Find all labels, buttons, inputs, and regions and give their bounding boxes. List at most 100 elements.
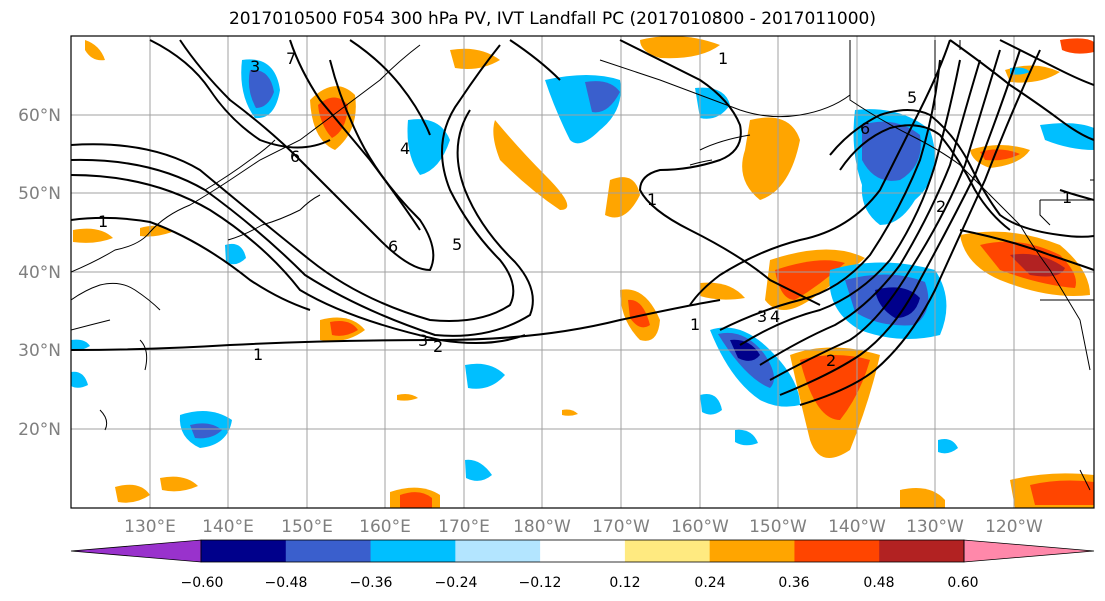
map-title: 2017010500 F054 300 hPa PV, IVT Landfall… (228, 9, 876, 29)
positive-anomaly-patch (140, 225, 172, 237)
lon-label: 130°E (124, 517, 176, 537)
negative-anomaly-patch (938, 439, 958, 454)
positive-anomaly-patch (85, 40, 105, 61)
colorbar (70, 539, 1095, 563)
colorbar-extend-min (70, 539, 202, 563)
contour-label: 1 (690, 315, 700, 334)
positive-anomaly-patch (775, 260, 845, 300)
positive-anomaly-patch (1010, 253, 1065, 277)
lon-label: 140°W (828, 517, 886, 537)
contour-label: 4 (400, 139, 410, 158)
negative-anomaly-patch (71, 371, 88, 388)
contour-label: 2 (433, 337, 443, 356)
colorbar-segment (794, 540, 880, 562)
lat-label: 20°N (18, 420, 61, 440)
coastlines (71, 40, 1094, 491)
contour-label: 5 (907, 88, 917, 107)
positive-anomaly-patch (115, 484, 150, 503)
positive-anomaly-patch (900, 487, 945, 508)
lon-label: 160°E (359, 517, 411, 537)
positive-anomaly-patch (400, 492, 432, 508)
positive-anomaly-patch (493, 120, 568, 210)
contour-label: 3 (757, 307, 767, 326)
positive-anomaly-patch (562, 409, 578, 416)
positive-anomaly-patch (700, 282, 745, 300)
lon-label: 170°W (592, 517, 650, 537)
contour-label: 4 (770, 307, 780, 326)
contour-label: 6 (388, 237, 398, 256)
colorbar-segment (709, 540, 795, 562)
colorbar-tick-labels: −0.60 −0.48 −0.36 −0.24 −0.12 0.12 0.24 … (181, 575, 979, 591)
negative-anomaly-patch (735, 429, 758, 446)
negative-anomaly-patch (1010, 67, 1030, 75)
contour-label: 5 (452, 235, 462, 254)
colorbar-segment (540, 540, 626, 562)
positive-anomaly-patch (160, 476, 198, 492)
contour-label: 1 (253, 345, 263, 364)
positive-anomaly-patch (450, 48, 500, 69)
lat-label: 60°N (18, 106, 61, 126)
colorbar-tick-label: −0.48 (265, 575, 308, 591)
lon-label: 150°E (281, 517, 333, 537)
contour-labels: 1 1 1 2 3 3 4 5 6 6 7 1 1 2 3 4 5 6 2 1 (98, 49, 1072, 370)
positive-anomaly-patch (800, 355, 870, 420)
contour-label: 1 (1062, 188, 1072, 207)
positive-anomaly-patch (397, 394, 418, 401)
contour-label: 2 (936, 197, 946, 216)
colorbar-outline (200, 539, 965, 563)
negative-anomaly-patch (71, 339, 90, 351)
lon-label: 130°W (906, 517, 964, 537)
negative-anomaly-patch (875, 287, 920, 318)
negative-anomaly-patch (407, 119, 450, 175)
positive-anomaly-patch (73, 228, 113, 243)
colorbar-segment (201, 540, 287, 562)
ivt-shading (71, 36, 1094, 508)
negative-anomaly-patch (1040, 123, 1094, 150)
positive-anomaly-patch (1060, 38, 1094, 54)
lon-label: 120°W (985, 517, 1043, 537)
latitude-labels: 60°N 50°N 40°N 30°N 20°N (18, 106, 61, 440)
contour-label: 1 (647, 190, 657, 209)
negative-anomaly-patch (225, 243, 246, 265)
negative-anomaly-patch (248, 69, 274, 108)
colorbar-tick-label: −0.12 (519, 575, 562, 591)
contour-label: 1 (98, 212, 108, 231)
colorbar-tick-label: 0.60 (947, 575, 978, 591)
contour-label: 6 (860, 119, 870, 138)
map-frame (70, 35, 1095, 509)
contour-label: 6 (290, 147, 300, 166)
colorbar-tick-label: 0.48 (863, 575, 894, 591)
lon-label: 150°W (749, 517, 807, 537)
longitude-labels: 130°E 140°E 150°E 160°E 170°E 180°W 170°… (124, 517, 1043, 537)
colorbar-segment (370, 540, 456, 562)
colorbar-tick-label: 0.12 (609, 575, 640, 591)
lon-label: 160°W (671, 517, 729, 537)
lon-label: 180°W (513, 517, 571, 537)
colorbar-tick-label: −0.60 (181, 575, 224, 591)
lon-label: 140°E (202, 517, 254, 537)
colorbar-extend-max (963, 539, 1095, 563)
contour-label: 3 (418, 331, 428, 350)
contour-label: 7 (286, 49, 296, 68)
colorbar-tick-label: 0.36 (778, 575, 809, 591)
colorbar-tick-label: 0.24 (694, 575, 725, 591)
contour-label: 2 (826, 351, 836, 370)
positive-anomaly-patch (605, 177, 640, 218)
positive-anomaly-patch (980, 149, 1020, 161)
positive-anomaly-patch (1030, 480, 1094, 505)
lon-label: 170°E (438, 517, 490, 537)
contour-label: 1 (718, 49, 728, 68)
lat-label: 40°N (18, 263, 61, 283)
colorbar-segment (879, 540, 965, 562)
negative-anomaly-patch (465, 363, 505, 389)
negative-anomaly-patch (465, 459, 492, 481)
negative-anomaly-patch (190, 423, 222, 439)
negative-anomaly-patch (585, 81, 620, 113)
colorbar-tick-label: −0.36 (350, 575, 393, 591)
pc-contours (71, 39, 1094, 406)
lat-label: 50°N (18, 184, 61, 204)
colorbar-segment (455, 540, 541, 562)
negative-anomaly-patch (700, 394, 722, 415)
lat-label: 30°N (18, 341, 61, 361)
